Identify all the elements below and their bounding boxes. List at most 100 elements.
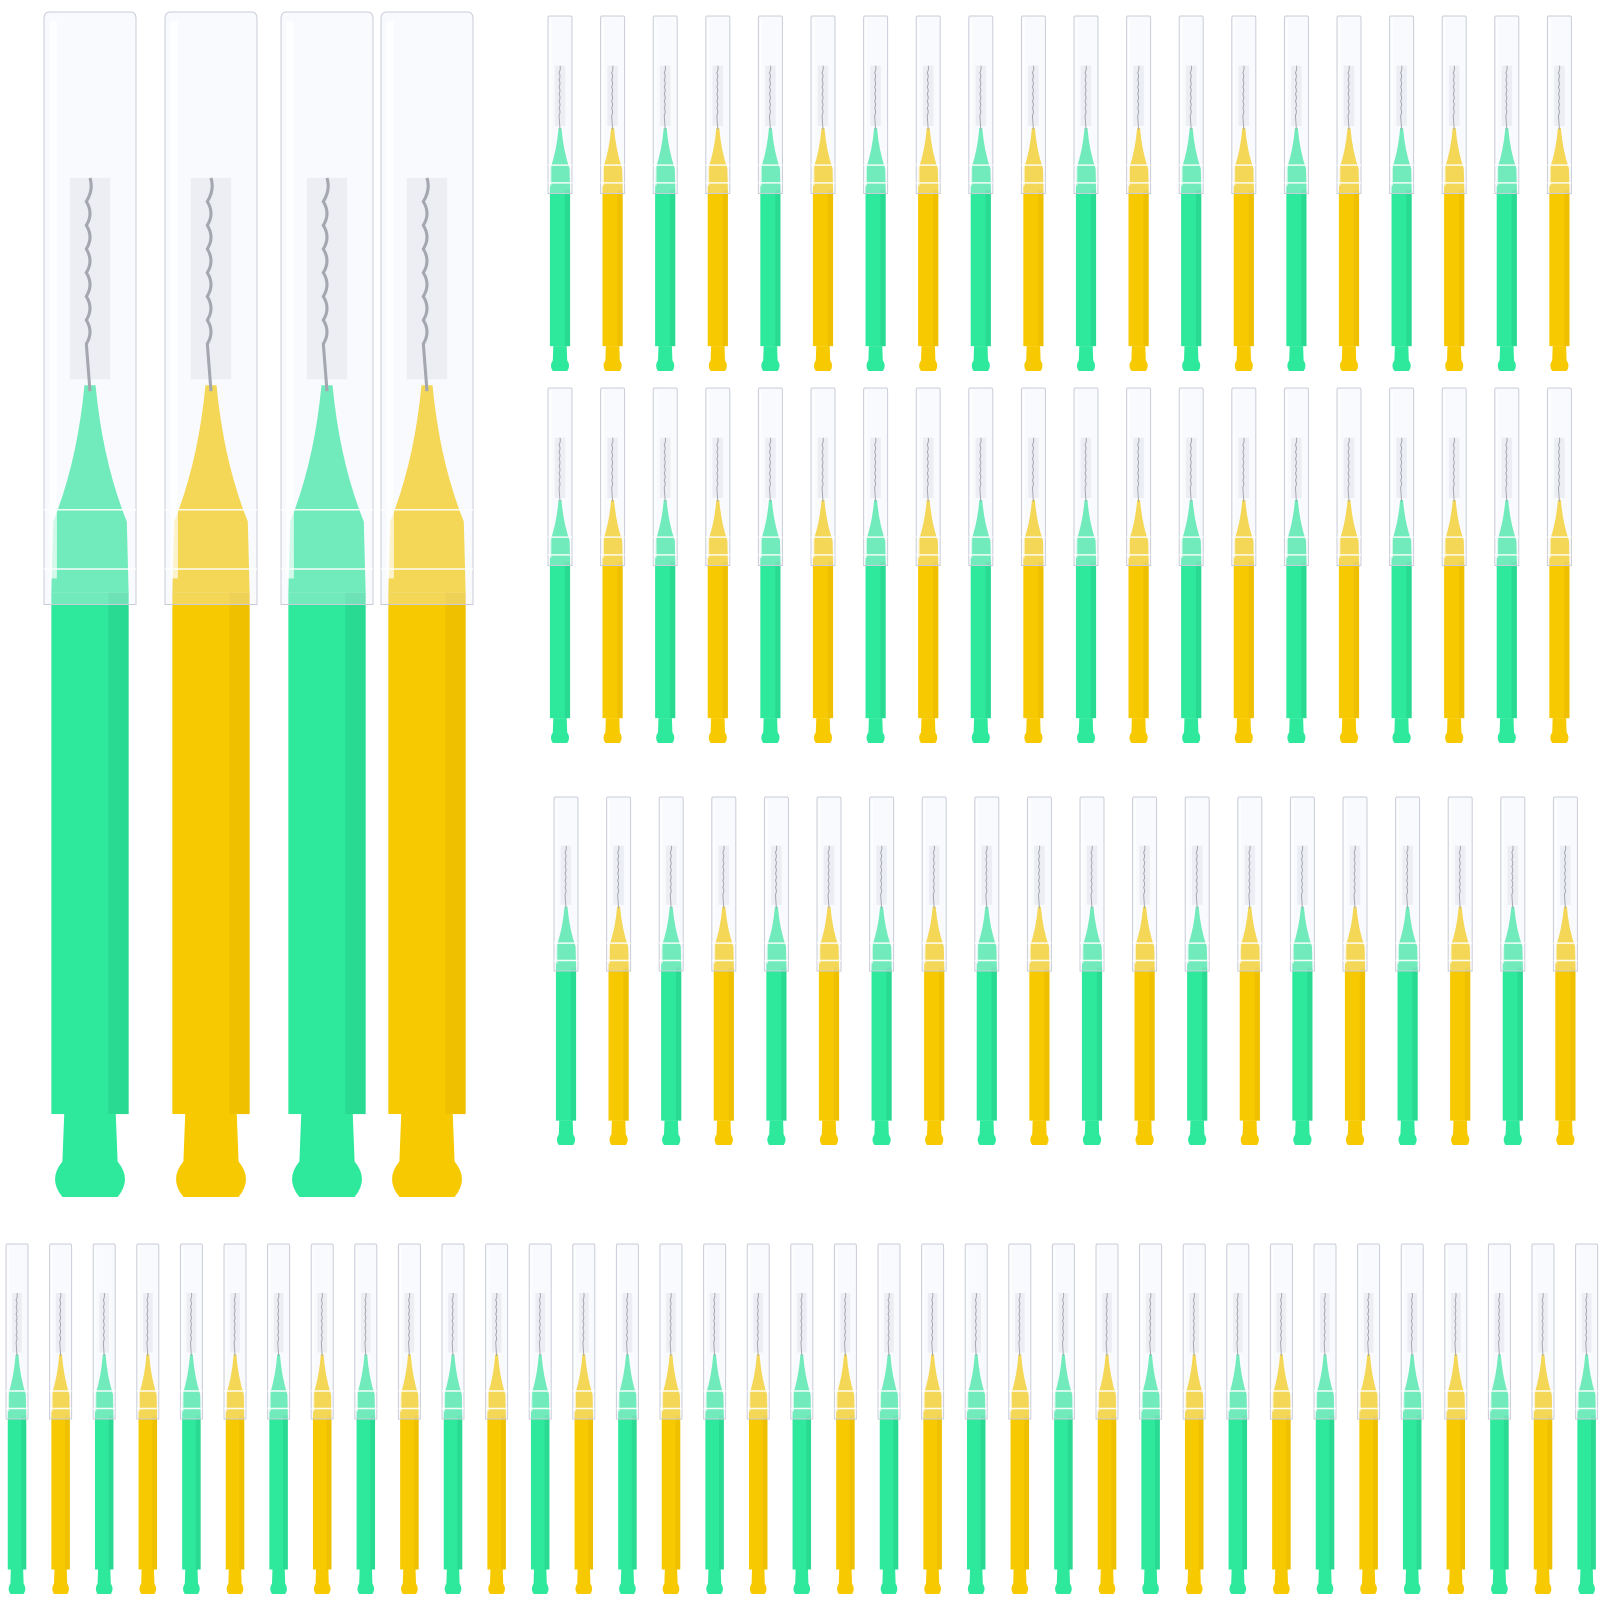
clear-cap bbox=[1227, 1244, 1249, 1419]
brush-neck bbox=[970, 499, 991, 562]
clear-cap bbox=[1127, 388, 1151, 566]
brush-handle bbox=[1141, 1415, 1160, 1570]
brush-handle bbox=[1184, 1415, 1204, 1570]
wire bbox=[932, 1293, 933, 1356]
cap-highlight bbox=[530, 1246, 533, 1412]
wire bbox=[1542, 1293, 1543, 1356]
brush-neck bbox=[182, 1354, 201, 1416]
handle-shade bbox=[1096, 967, 1103, 1121]
brush-neck bbox=[812, 499, 834, 562]
clear-cap bbox=[1232, 16, 1256, 194]
wire bbox=[1368, 1293, 1369, 1356]
interdental-brush bbox=[1127, 16, 1151, 372]
brush-neck bbox=[1272, 1354, 1291, 1416]
brush-neck bbox=[94, 1354, 114, 1416]
handle-shade bbox=[544, 1415, 550, 1570]
brush-neck bbox=[1577, 1354, 1596, 1416]
wire bbox=[565, 846, 566, 909]
handle-foot bbox=[1287, 346, 1306, 372]
cap-highlight bbox=[617, 1246, 620, 1412]
clear-cap bbox=[758, 16, 782, 194]
clear-cap bbox=[1547, 16, 1571, 194]
brush-handle bbox=[1239, 967, 1260, 1121]
handle-foot bbox=[531, 1569, 549, 1594]
wire bbox=[496, 1293, 497, 1356]
wire bbox=[845, 1293, 846, 1356]
wire bbox=[618, 846, 619, 909]
handle-shade bbox=[1248, 561, 1254, 719]
handle-shade bbox=[413, 1415, 419, 1570]
brush-handle bbox=[1450, 967, 1471, 1121]
cap-highlight bbox=[1358, 1246, 1361, 1412]
cap-highlight bbox=[1285, 390, 1288, 558]
wire bbox=[1019, 1293, 1020, 1356]
handle-foot bbox=[708, 346, 727, 372]
handle-shade bbox=[283, 1415, 288, 1570]
cap-highlight bbox=[486, 1246, 489, 1412]
brush-handle bbox=[1315, 1415, 1335, 1570]
wire bbox=[888, 1293, 889, 1356]
clear-cap bbox=[811, 388, 835, 566]
wire bbox=[1150, 1293, 1151, 1356]
handle-shade bbox=[849, 1415, 855, 1570]
handle-foot bbox=[1182, 346, 1201, 372]
handle-foot bbox=[270, 1569, 287, 1594]
wire bbox=[828, 846, 829, 909]
handle-foot bbox=[656, 718, 675, 743]
brush-handle bbox=[51, 1415, 70, 1570]
handle-foot bbox=[819, 1120, 839, 1145]
wire bbox=[539, 1293, 540, 1356]
interdental-brush bbox=[791, 1244, 813, 1594]
cap-highlight bbox=[1134, 799, 1136, 964]
handle-shade bbox=[1301, 189, 1307, 347]
handle-foot bbox=[767, 1120, 786, 1145]
clear-cap bbox=[1179, 388, 1203, 566]
cap-highlight bbox=[1053, 1246, 1056, 1412]
handle-foot bbox=[1392, 718, 1411, 743]
handle-foot bbox=[1234, 346, 1253, 372]
wire bbox=[1558, 66, 1559, 130]
brush-handle bbox=[1391, 561, 1412, 719]
wire bbox=[664, 438, 665, 502]
handle-foot bbox=[488, 1569, 505, 1594]
clear-cap bbox=[1238, 797, 1262, 971]
brush-handle bbox=[1444, 561, 1465, 719]
handle-shade bbox=[1196, 189, 1202, 347]
handle-foot bbox=[1129, 346, 1148, 372]
handle-shade bbox=[670, 561, 676, 719]
cap-highlight bbox=[1391, 18, 1393, 186]
interdental-brush bbox=[834, 1244, 856, 1594]
handle-shade bbox=[1511, 561, 1517, 719]
cap-highlight bbox=[871, 799, 873, 964]
handle-foot bbox=[550, 346, 570, 372]
wire bbox=[975, 1293, 976, 1356]
brush-neck bbox=[1549, 499, 1570, 562]
handle-foot bbox=[662, 1120, 681, 1145]
handle-foot bbox=[872, 1120, 891, 1145]
cap-highlight bbox=[549, 18, 552, 186]
clear-cap bbox=[653, 388, 677, 566]
handle-foot bbox=[401, 1569, 418, 1594]
brush-handle bbox=[818, 967, 840, 1121]
clear-cap bbox=[712, 797, 736, 971]
handle-shade bbox=[345, 592, 366, 1115]
wire bbox=[927, 66, 928, 130]
handle-shade bbox=[1090, 189, 1097, 347]
cap-highlight bbox=[1338, 390, 1341, 558]
handle-shade bbox=[775, 561, 781, 719]
brush-neck bbox=[388, 385, 466, 593]
cap-highlight bbox=[970, 18, 973, 186]
clear-cap bbox=[548, 16, 572, 194]
brush-neck bbox=[970, 127, 991, 190]
wire bbox=[1243, 66, 1244, 130]
brush-handle bbox=[1533, 1415, 1553, 1570]
brush-handle bbox=[655, 189, 676, 347]
brush-neck bbox=[760, 127, 781, 190]
interdental-brush bbox=[1442, 16, 1466, 372]
brush-neck bbox=[1444, 127, 1465, 190]
interdental-brush bbox=[1052, 1244, 1074, 1594]
brush-handle bbox=[602, 561, 623, 719]
brush-neck bbox=[836, 1354, 855, 1416]
cap-highlight bbox=[1548, 390, 1551, 558]
brush-neck bbox=[608, 906, 629, 968]
